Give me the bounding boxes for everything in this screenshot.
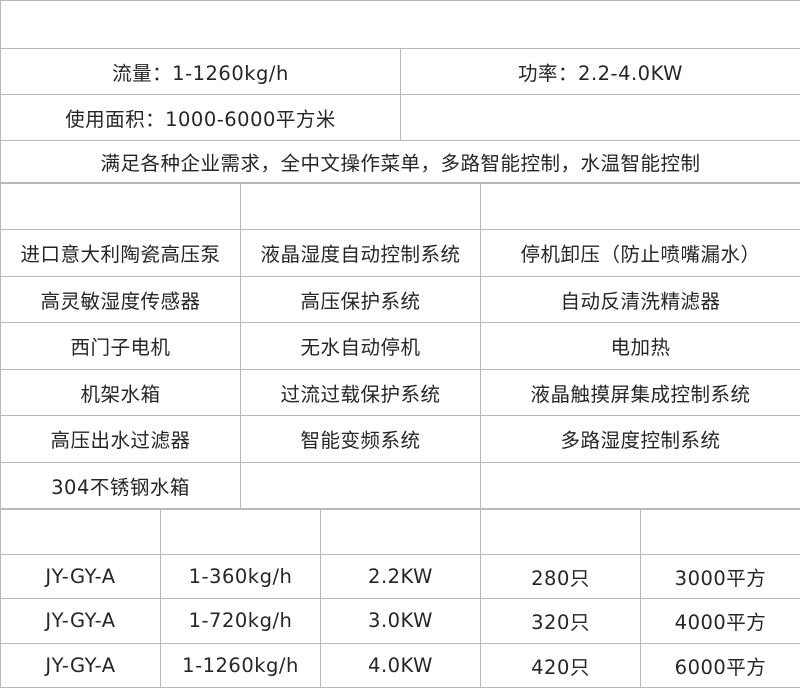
model-cell: 3.0KW — [320, 598, 481, 644]
config-cell: 304不锈钢水箱 — [0, 461, 241, 509]
config-header-row: 基本配置 基本功能 可选附加功能 — [0, 183, 800, 230]
table-row: 西门子电机 无水自动停机 电加热 — [0, 322, 800, 370]
model-cell: 1-360kg/h — [160, 553, 321, 599]
model-cell: 2.2KW — [320, 553, 481, 599]
model-col-header-area: 加湿面积 — [640, 509, 800, 555]
config-col-header-basic-function: 基本功能 — [240, 183, 481, 230]
spec-flow-value: 流量：1-1260kg/h — [0, 48, 401, 95]
config-cell: 自动反清洗精滤器 — [480, 275, 800, 323]
model-cell: 280只 — [480, 553, 641, 599]
title-row: JY-GY-A多路数码显示豪华型机组参数 — [0, 0, 800, 49]
table-row: 304不锈钢水箱 — [0, 461, 800, 509]
config-cell: 高压出水过滤器 — [0, 415, 241, 463]
config-cell: 多路湿度控制系统 — [480, 415, 800, 463]
model-cell: 4000平方 — [640, 598, 800, 644]
config-table: 基本配置 基本功能 可选附加功能 进口意大利陶瓷高压泵 液晶湿度自动控制系统 停… — [0, 183, 800, 509]
config-cell: 过流过载保护系统 — [240, 368, 481, 416]
config-cell: 停机卸压（防止喷嘴漏水） — [480, 229, 800, 277]
model-cell: JY-GY-A — [0, 553, 161, 599]
model-header-row: 型号 流量 功率 可带喷头 加湿面积 — [0, 509, 800, 555]
config-cell: 高灵敏湿度传感器 — [0, 275, 241, 323]
table-row: 进口意大利陶瓷高压泵 液晶湿度自动控制系统 停机卸压（防止喷嘴漏水） — [0, 229, 800, 277]
config-cell: 液晶触摸屏集成控制系统 — [480, 368, 800, 416]
config-cell: 智能变频系统 — [240, 415, 481, 463]
config-cell: 西门子电机 — [0, 322, 241, 370]
model-cell: 1-1260kg/h — [160, 642, 321, 688]
table-row: 机架水箱 过流过载保护系统 液晶触摸屏集成控制系统 — [0, 368, 800, 416]
model-cell: 6000平方 — [640, 642, 800, 688]
config-cell: 电加热 — [480, 322, 800, 370]
model-col-header-flow: 流量 — [160, 509, 321, 555]
config-cell: 进口意大利陶瓷高压泵 — [0, 229, 241, 277]
model-cell: JY-GY-A — [0, 598, 161, 644]
page-title: JY-GY-A多路数码显示豪华型机组参数 — [0, 0, 800, 49]
config-col-header-optional-function: 可选附加功能 — [480, 183, 800, 230]
model-cell: 4.0KW — [320, 642, 481, 688]
model-cell: 420只 — [480, 642, 641, 688]
config-cell: 机架水箱 — [0, 368, 241, 416]
model-cell: 1-720kg/h — [160, 598, 321, 644]
top-spec-table: JY-GY-A多路数码显示豪华型机组参数 流量：1-1260kg/h 功率：2.… — [0, 0, 800, 183]
model-cell: 3000平方 — [640, 553, 800, 599]
spec-row: 使用面积：1000-6000平方米 — [0, 94, 800, 141]
spec-row: 流量：1-1260kg/h 功率：2.2-4.0KW — [0, 48, 800, 95]
table-row: JY-GY-A 1-720kg/h 3.0KW 320只 4000平方 — [0, 598, 800, 644]
table-row: 高压出水过滤器 智能变频系统 多路湿度控制系统 — [0, 415, 800, 463]
model-cell: 320只 — [480, 598, 641, 644]
config-cell — [240, 461, 481, 509]
table-row: 高灵敏湿度传感器 高压保护系统 自动反清洗精滤器 — [0, 275, 800, 323]
spec-power-value: 功率：2.2-4.0KW — [400, 48, 800, 95]
model-col-header-nozzles: 可带喷头 — [480, 509, 641, 555]
config-cell: 液晶湿度自动控制系统 — [240, 229, 481, 277]
spec-empty-cell — [400, 94, 800, 141]
note-row: 满足各种企业需求，全中文操作菜单，多路智能控制，水温智能控制 — [0, 140, 800, 183]
config-cell — [480, 461, 800, 509]
model-table: 型号 流量 功率 可带喷头 加湿面积 JY-GY-A 1-360kg/h 2.2… — [0, 509, 800, 688]
config-cell: 无水自动停机 — [240, 322, 481, 370]
table-row: JY-GY-A 1-1260kg/h 4.0KW 420只 6000平方 — [0, 642, 800, 688]
feature-note: 满足各种企业需求，全中文操作菜单，多路智能控制，水温智能控制 — [0, 140, 800, 183]
spec-area-value: 使用面积：1000-6000平方米 — [0, 94, 401, 141]
config-col-header-basic-config: 基本配置 — [0, 183, 241, 230]
config-cell: 高压保护系统 — [240, 275, 481, 323]
table-row: JY-GY-A 1-360kg/h 2.2KW 280只 3000平方 — [0, 553, 800, 599]
model-col-header-power: 功率 — [320, 509, 481, 555]
model-cell: JY-GY-A — [0, 642, 161, 688]
model-col-header-model: 型号 — [0, 509, 161, 555]
